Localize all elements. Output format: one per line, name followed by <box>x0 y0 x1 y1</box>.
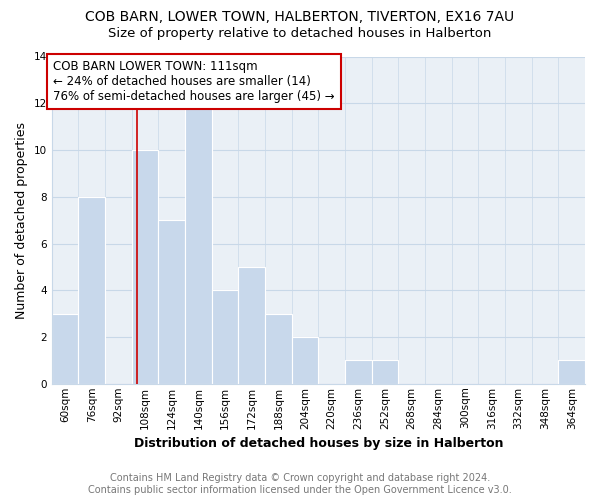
Bar <box>79 197 105 384</box>
Bar <box>158 220 185 384</box>
Text: Size of property relative to detached houses in Halberton: Size of property relative to detached ho… <box>109 28 491 40</box>
Text: COB BARN, LOWER TOWN, HALBERTON, TIVERTON, EX16 7AU: COB BARN, LOWER TOWN, HALBERTON, TIVERTO… <box>85 10 515 24</box>
Bar <box>292 337 319 384</box>
Text: COB BARN LOWER TOWN: 111sqm
← 24% of detached houses are smaller (14)
76% of sem: COB BARN LOWER TOWN: 111sqm ← 24% of det… <box>53 60 335 103</box>
Bar <box>265 314 292 384</box>
Y-axis label: Number of detached properties: Number of detached properties <box>15 122 28 318</box>
Bar <box>185 104 212 384</box>
X-axis label: Distribution of detached houses by size in Halberton: Distribution of detached houses by size … <box>134 437 503 450</box>
Bar <box>345 360 371 384</box>
Bar <box>52 314 79 384</box>
Bar <box>212 290 238 384</box>
Bar <box>238 267 265 384</box>
Bar <box>131 150 158 384</box>
Bar <box>559 360 585 384</box>
Text: Contains HM Land Registry data © Crown copyright and database right 2024.
Contai: Contains HM Land Registry data © Crown c… <box>88 474 512 495</box>
Bar <box>371 360 398 384</box>
